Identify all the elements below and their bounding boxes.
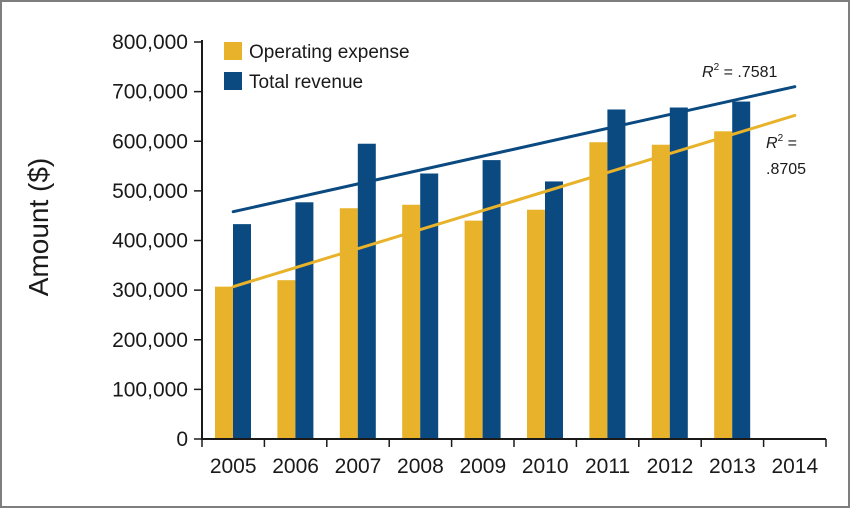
legend-label-total-revenue: Total revenue xyxy=(249,72,363,93)
bar-operating-expense-2010 xyxy=(527,209,545,439)
y-tick-label-100000: 100,000 xyxy=(112,378,188,401)
x-tick-label-2009: 2009 xyxy=(459,455,506,478)
bar-total-revenue-2005 xyxy=(233,224,251,439)
bar-operating-expense-2013 xyxy=(714,131,733,439)
x-tick-label-2012: 2012 xyxy=(647,455,694,478)
legend-swatch-operating-expense xyxy=(224,42,242,60)
bar-operating-expense-2005 xyxy=(215,286,233,439)
x-tick-label-2006: 2006 xyxy=(272,455,319,478)
bar-operating-expense-2006 xyxy=(277,280,296,439)
x-tick-label-2014: 2014 xyxy=(771,455,818,478)
bar-total-revenue-2008 xyxy=(420,173,439,439)
y-tick-label-800000: 800,000 xyxy=(112,31,188,54)
y-tick-label-200000: 200,000 xyxy=(112,329,188,352)
bar-operating-expense-2012 xyxy=(651,144,670,439)
y-tick-label-400000: 400,000 xyxy=(112,230,188,253)
r2-annotation-operating-expense: R2 = .8705 xyxy=(766,133,806,178)
legend-label-operating-expense: Operating expense xyxy=(249,42,410,63)
legend-swatch-total-revenue xyxy=(224,72,242,90)
x-tick-label-2010: 2010 xyxy=(522,455,569,478)
y-tick-label-700000: 700,000 xyxy=(112,81,188,104)
bar-total-revenue-2012 xyxy=(669,107,688,439)
bars xyxy=(215,101,751,440)
bar-operating-expense-2008 xyxy=(402,204,421,439)
bar-total-revenue-2009 xyxy=(482,160,501,440)
r2-annotation-total-revenue: R2 = .7581 xyxy=(702,62,778,81)
trendline-operating-expense xyxy=(231,113,797,289)
y-tick-label-600000: 600,000 xyxy=(112,130,188,153)
bar-total-revenue-2007 xyxy=(357,143,376,439)
bar-total-revenue-2010 xyxy=(545,181,563,440)
trendlines xyxy=(231,85,797,289)
axes xyxy=(194,40,827,447)
bar-total-revenue-2013 xyxy=(732,101,751,440)
y-tick-label-300000: 300,000 xyxy=(112,279,188,302)
bar-operating-expense-2011 xyxy=(589,142,608,439)
bar-operating-expense-2007 xyxy=(339,208,358,439)
x-tick-label-2008: 2008 xyxy=(397,455,444,478)
legend: Operating expense Total revenue xyxy=(224,42,410,93)
bar-total-revenue-2011 xyxy=(607,109,626,440)
x-tick-label-2005: 2005 xyxy=(210,455,257,478)
y-tick-label-500000: 500,000 xyxy=(112,180,188,203)
x-tick-label-2007: 2007 xyxy=(335,455,382,478)
x-tick-label-2011: 2011 xyxy=(585,455,630,478)
bar-total-revenue-2006 xyxy=(295,202,314,439)
trendline-total-revenue xyxy=(231,85,797,214)
y-axis-label: Amount ($) xyxy=(23,158,54,297)
x-tick-label-2013: 2013 xyxy=(709,455,756,478)
y-tick-label-0: 0 xyxy=(176,428,188,451)
bar-operating-expense-2009 xyxy=(464,220,483,439)
